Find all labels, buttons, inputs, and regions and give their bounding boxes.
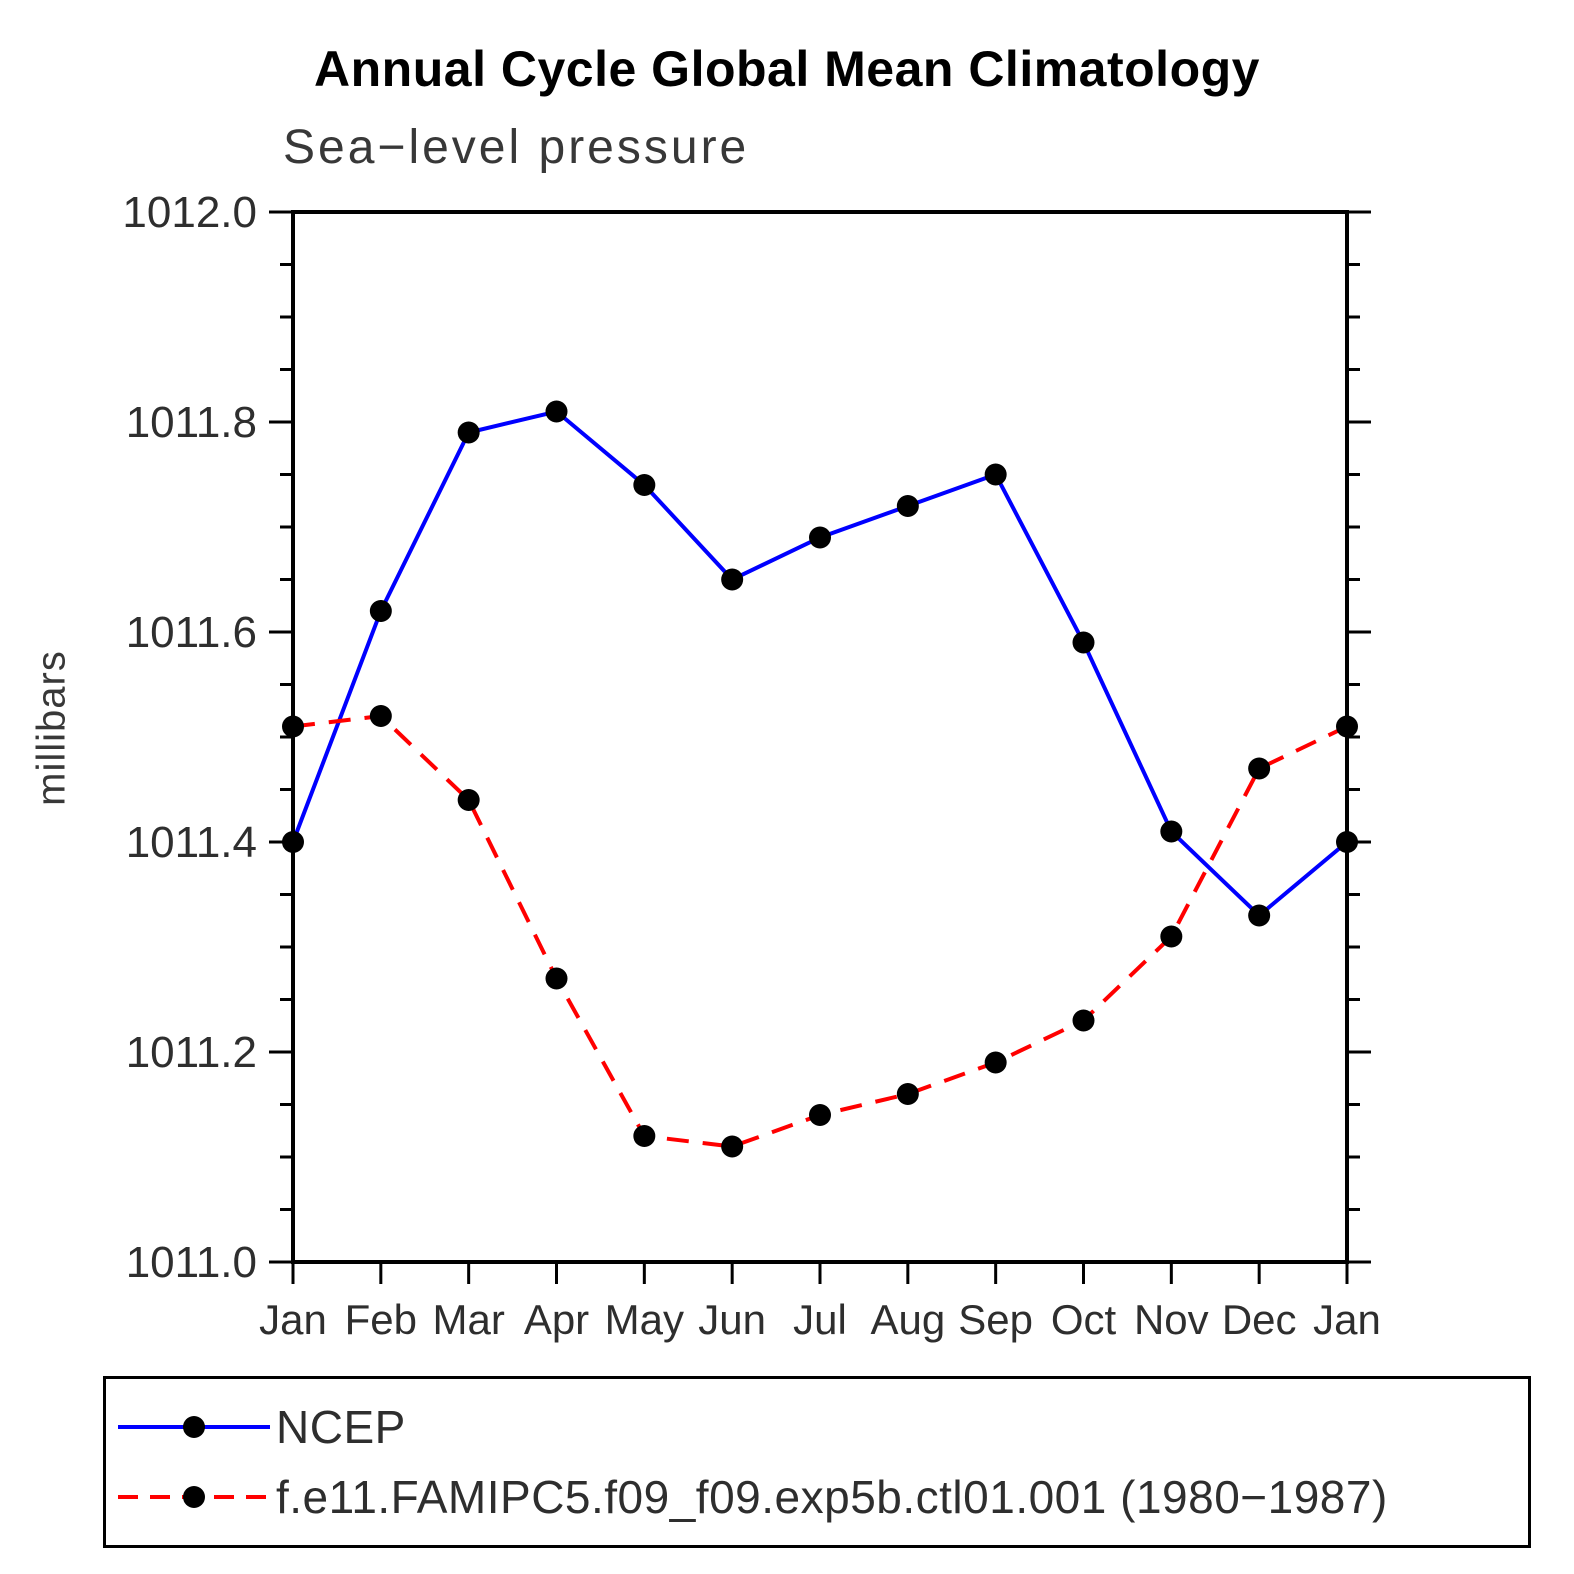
data-point-marker [1336,715,1358,738]
data-point-marker [1160,925,1183,948]
x-tick-label: Oct [1051,1296,1117,1343]
data-point-marker [1160,820,1183,843]
data-point-marker [545,400,568,423]
x-tick-label: Nov [1134,1296,1209,1343]
y-tick-label: 1011.4 [126,818,257,867]
chart-subtitle: Sea−level pressure [283,121,750,174]
data-point-marker [721,1135,744,1158]
data-point-marker [457,789,480,811]
legend-sample-marker [183,1486,205,1509]
legend-line-sample-model [118,1486,270,1509]
data-point-marker [1248,757,1271,780]
data-point-marker [545,967,568,990]
y-tick-label: 1011.2 [126,1028,257,1077]
legend-sample-marker [183,1415,205,1438]
data-point-marker [1248,904,1271,927]
chart-title: Annual Cycle Global Mean Climatology [314,41,1260,97]
series-line-0 [291,409,1349,919]
legend-label-model: f.e11.FAMIPC5.f09_f09.exp5b.ctl01.001 (1… [276,1471,1388,1524]
x-tick-label: Jun [698,1296,766,1343]
data-point-marker [809,1104,831,1126]
data-point-marker [984,1051,1007,1074]
x-tick-label: Jul [793,1296,847,1343]
legend-item-ncep: NCEP [114,1400,1528,1454]
data-point-marker [633,1125,656,1147]
x-tick-label: Feb [345,1296,417,1343]
data-point-marker [457,421,480,444]
data-point-marker [1072,1009,1095,1032]
data-point-marker [1072,631,1095,654]
legend-label-ncep: NCEP [276,1400,406,1453]
y-tick-label: 1011.6 [126,608,257,657]
data-point-marker [282,715,304,738]
legend-item-model: f.e11.FAMIPC5.f09_f09.exp5b.ctl01.001 (1… [114,1470,1528,1524]
legend-line-sample-ncep [118,1415,270,1438]
data-point-marker [896,1083,919,1105]
y-tick-label: 1011.8 [126,398,257,447]
data-point-marker [984,463,1007,486]
x-tick-label: Mar [432,1296,504,1343]
x-tick-label: Apr [524,1296,589,1343]
y-tick-label: 1011.0 [126,1238,257,1287]
data-point-marker [282,831,304,853]
data-point-marker [809,526,831,549]
x-tick-label: Jan [259,1296,327,1343]
data-point-marker [633,474,656,496]
x-tick-label: Dec [1222,1296,1297,1343]
data-point-marker [1336,831,1358,853]
data-point-marker [369,600,392,622]
legend: NCEP f.e11.FAMIPC5.f09_f09.exp5b.ctl01.0… [103,1376,1531,1548]
data-point-marker [721,568,744,591]
x-tick-label: May [605,1296,684,1343]
data-point-marker [896,495,919,517]
y-tick-label: 1012.0 [122,188,257,237]
data-point-marker [369,705,392,727]
x-tick-label: Sep [958,1296,1033,1343]
x-tick-label: Jan [1313,1296,1381,1343]
series-line-1 [292,713,1348,1149]
x-tick-label: Aug [870,1296,945,1343]
